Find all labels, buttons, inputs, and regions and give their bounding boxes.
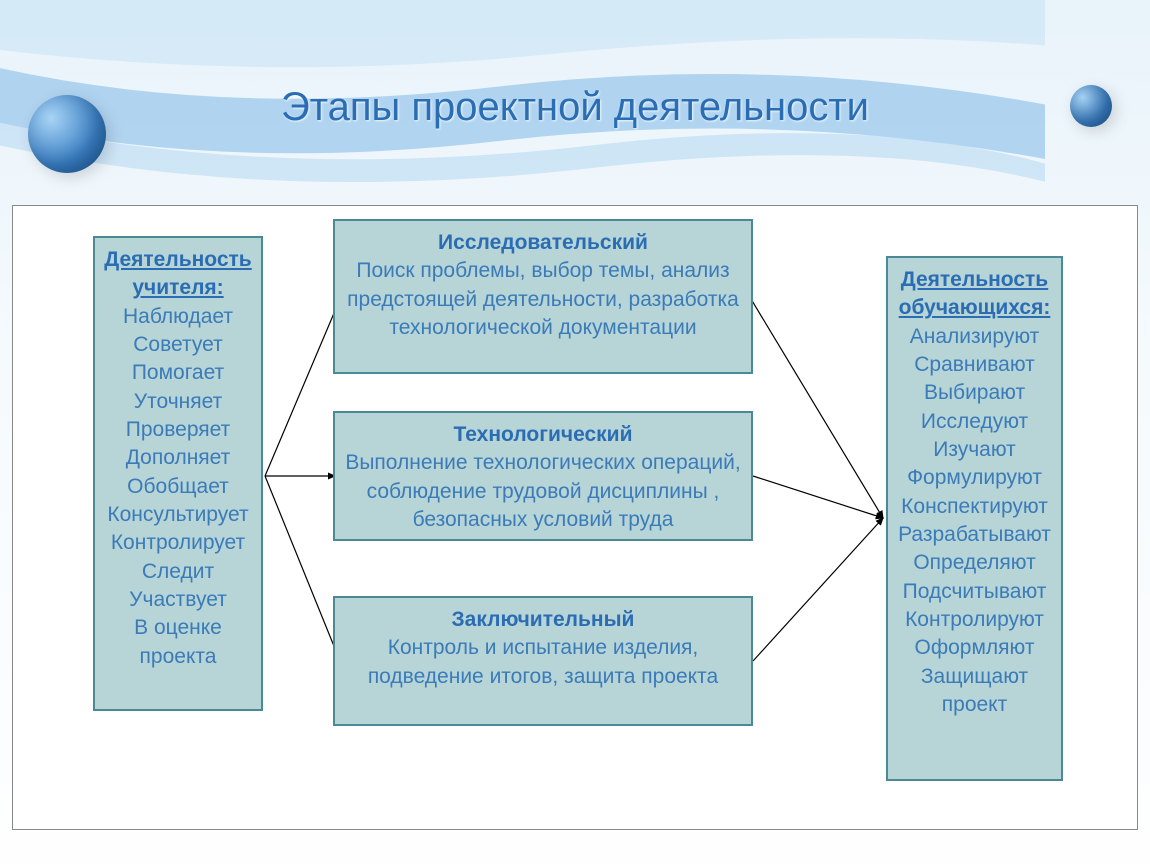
student-item: Определяют — [894, 549, 1055, 577]
teacher-activity-box: Деятельность учителя: НаблюдаетСоветуетП… — [93, 236, 263, 711]
student-item: Контролируют — [894, 606, 1055, 634]
student-item: Разрабатывают — [894, 521, 1055, 549]
stage-body: Выполнение технологических операций, соб… — [341, 449, 745, 534]
student-item: Сравнивают — [894, 351, 1055, 379]
stage-heading: Исследовательский — [341, 229, 745, 257]
teacher-item: Советует — [101, 331, 255, 359]
teacher-item: Обобщает — [101, 473, 255, 501]
teacher-box-title: Деятельность учителя: — [101, 246, 255, 303]
teacher-item: В оценке проекта — [101, 614, 255, 671]
teacher-item: Дополняет — [101, 444, 255, 472]
student-item: Исследуют — [894, 408, 1055, 436]
stage-box: ТехнологическийВыполнение технологически… — [333, 411, 753, 541]
student-items-list: АнализируютСравниваютВыбираютИсследуютИз… — [894, 323, 1055, 720]
teacher-item: Помогает — [101, 359, 255, 387]
teacher-item: Проверяет — [101, 416, 255, 444]
student-item: Конспектируют — [894, 493, 1055, 521]
stage-body: Контроль и испытание изделия, подведение… — [341, 634, 745, 691]
student-item: Подсчитывают — [894, 578, 1055, 606]
student-item: Формулируют — [894, 464, 1055, 492]
student-activity-box: Деятельность обучающихся: АнализируютСра… — [886, 256, 1063, 781]
teacher-item: Уточняет — [101, 388, 255, 416]
stage-box: ИсследовательскийПоиск проблемы, выбор т… — [333, 219, 753, 374]
teacher-items-list: НаблюдаетСоветуетПомогаетУточняетПроверя… — [101, 303, 255, 671]
diagram-frame: Деятельность учителя: НаблюдаетСоветуетП… — [12, 205, 1138, 830]
teacher-item: Консультирует — [101, 501, 255, 529]
stage-heading: Технологический — [341, 421, 745, 449]
student-item: Выбирают — [894, 379, 1055, 407]
student-item: Оформляют — [894, 634, 1055, 662]
teacher-item: Участвует — [101, 586, 255, 614]
student-box-title: Деятельность обучающихся: — [894, 266, 1055, 323]
teacher-item: Следит — [101, 558, 255, 586]
student-item: Защищают проект — [894, 663, 1055, 720]
student-item: Изучают — [894, 436, 1055, 464]
teacher-item: Контролирует — [101, 529, 255, 557]
page-title: Этапы проектной деятельности — [0, 85, 1150, 130]
teacher-item: Наблюдает — [101, 303, 255, 331]
stage-box: ЗаключительныйКонтроль и испытание издел… — [333, 596, 753, 726]
student-item: Анализируют — [894, 323, 1055, 351]
stage-body: Поиск проблемы, выбор темы, анализ предс… — [341, 257, 745, 342]
stage-heading: Заключительный — [341, 606, 745, 634]
